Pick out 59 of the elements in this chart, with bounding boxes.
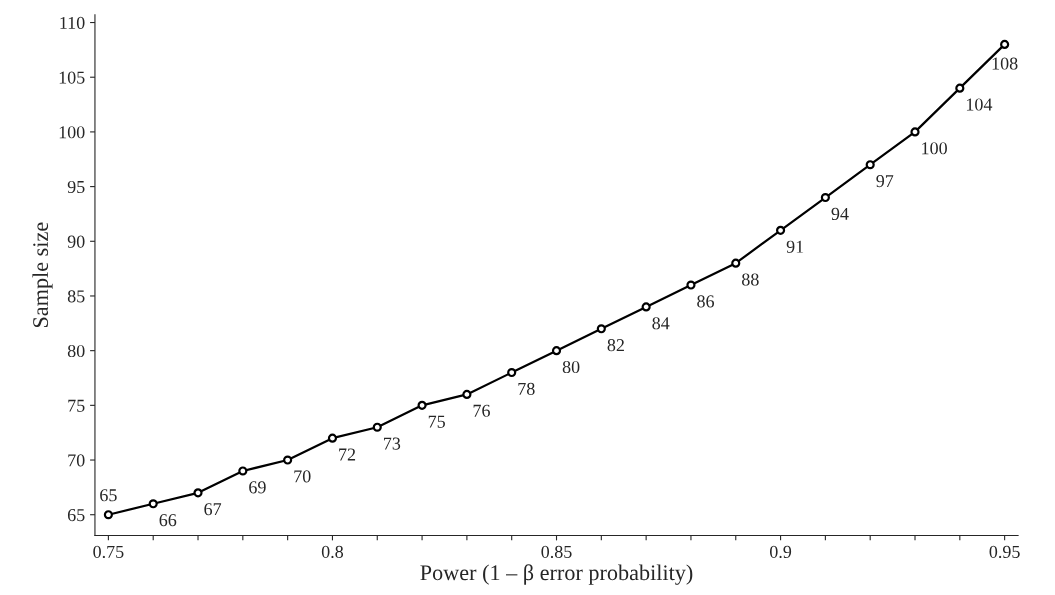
point bbox=[327, 433, 338, 443]
y-tick-label: 95 bbox=[67, 180, 85, 194]
data-label: 75 bbox=[428, 415, 445, 428]
y-tick-label: 105 bbox=[59, 71, 85, 84]
point bbox=[686, 280, 696, 290]
point bbox=[1000, 39, 1010, 49]
point bbox=[731, 258, 741, 268]
y-tick-label: 75 bbox=[68, 399, 85, 412]
x-tick-label: 0.8 bbox=[321, 545, 344, 559]
data-label: 73 bbox=[384, 437, 401, 450]
point bbox=[775, 225, 786, 235]
data-label: 80 bbox=[562, 360, 580, 374]
data-label: 67 bbox=[204, 503, 222, 516]
x-tick-label: 0.95 bbox=[989, 545, 1020, 559]
data-label: 97 bbox=[876, 175, 894, 188]
data-label: 108 bbox=[992, 57, 1018, 70]
y-axis-title: Sample size bbox=[32, 222, 53, 328]
y-tick-label: 85 bbox=[67, 290, 85, 303]
point bbox=[148, 499, 158, 509]
data-label: 70 bbox=[294, 470, 311, 483]
point bbox=[641, 302, 651, 312]
data-label: 78 bbox=[518, 382, 535, 395]
y-tick-label: 70 bbox=[68, 454, 85, 467]
data-label: 76 bbox=[473, 404, 490, 417]
x-tick-label: 0.85 bbox=[541, 545, 572, 559]
data-label: 104 bbox=[966, 98, 993, 111]
point bbox=[238, 466, 248, 476]
y-tick-label: 80 bbox=[67, 344, 85, 358]
data-label: 94 bbox=[831, 207, 849, 220]
point bbox=[193, 488, 203, 498]
y-tick-label: 65 bbox=[67, 509, 85, 522]
data-label: 100 bbox=[922, 142, 947, 155]
point bbox=[462, 389, 472, 399]
y-tick-label: 110 bbox=[60, 16, 85, 29]
data-label: 65 bbox=[100, 489, 117, 502]
point bbox=[507, 367, 517, 378]
y-tick-label: 90 bbox=[67, 235, 85, 248]
x-tick-label: 0.9 bbox=[769, 545, 792, 559]
point bbox=[865, 160, 875, 170]
x-tick-label: 0.75 bbox=[93, 545, 124, 559]
point bbox=[596, 324, 606, 334]
point bbox=[283, 455, 293, 465]
y-tick-label: 100 bbox=[59, 126, 85, 139]
data-label: 84 bbox=[652, 317, 670, 330]
data-label: 91 bbox=[786, 240, 804, 253]
point bbox=[103, 510, 113, 520]
point bbox=[372, 422, 382, 432]
point bbox=[955, 83, 965, 93]
point bbox=[820, 192, 830, 203]
x-axis-title: Power (1 – β error probability) bbox=[420, 564, 693, 585]
data-label: 66 bbox=[159, 514, 177, 527]
data-label: 69 bbox=[249, 481, 266, 494]
data-label: 86 bbox=[697, 295, 715, 308]
data-label: 82 bbox=[607, 339, 624, 352]
data-label: 72 bbox=[339, 448, 356, 461]
data-label: 88 bbox=[742, 273, 759, 286]
point bbox=[551, 346, 562, 356]
point bbox=[417, 400, 427, 410]
point bbox=[910, 127, 920, 137]
